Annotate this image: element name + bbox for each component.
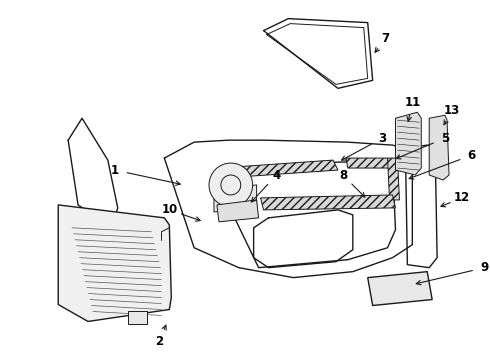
Text: 13: 13 xyxy=(444,104,460,117)
Text: 9: 9 xyxy=(481,261,489,274)
Text: 3: 3 xyxy=(378,132,387,145)
Polygon shape xyxy=(395,112,421,175)
Text: 6: 6 xyxy=(468,149,476,162)
Polygon shape xyxy=(368,272,432,306)
Polygon shape xyxy=(217,200,259,222)
Text: 12: 12 xyxy=(454,192,470,204)
Text: 7: 7 xyxy=(382,32,390,45)
Text: 5: 5 xyxy=(441,132,449,145)
Circle shape xyxy=(209,163,253,207)
Text: 4: 4 xyxy=(272,168,281,181)
Polygon shape xyxy=(429,115,449,180)
Text: 11: 11 xyxy=(404,96,420,109)
Polygon shape xyxy=(346,158,390,168)
Polygon shape xyxy=(214,185,257,212)
Text: 2: 2 xyxy=(155,335,164,348)
Text: 10: 10 xyxy=(161,203,177,216)
Polygon shape xyxy=(58,205,172,321)
Polygon shape xyxy=(219,160,338,178)
Text: 1: 1 xyxy=(111,163,119,176)
Text: 8: 8 xyxy=(339,168,347,181)
Polygon shape xyxy=(128,311,147,324)
Polygon shape xyxy=(388,158,399,200)
Polygon shape xyxy=(261,195,395,210)
